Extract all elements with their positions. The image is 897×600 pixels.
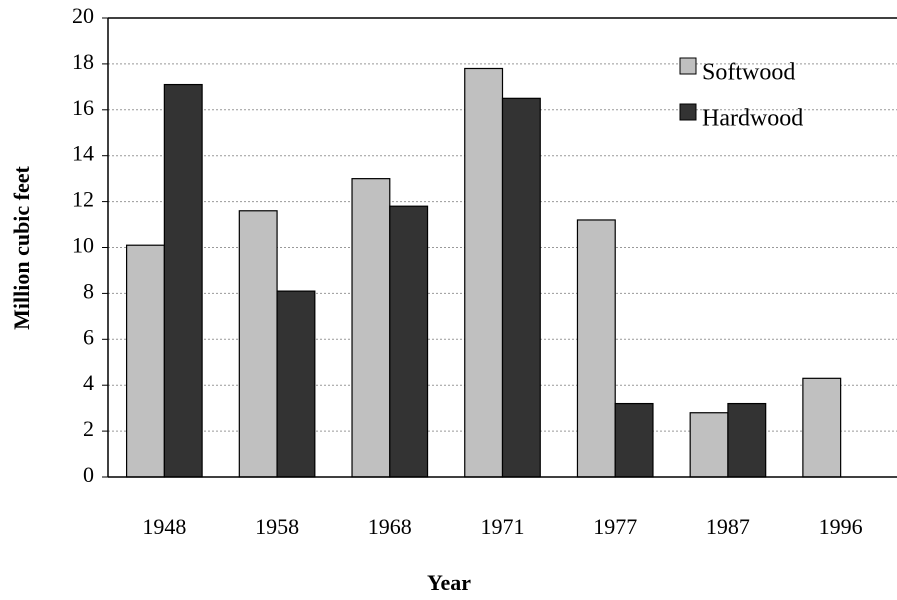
y-tick-label: 12 xyxy=(72,187,94,212)
y-tick-label: 0 xyxy=(83,462,94,487)
x-tick-label: 1996 xyxy=(819,514,863,539)
x-tick-label: 1958 xyxy=(255,514,299,539)
x-tick-label: 1948 xyxy=(142,514,186,539)
legend-swatch xyxy=(679,57,697,75)
x-tick-label: 1987 xyxy=(706,514,750,539)
bar xyxy=(614,402,654,478)
y-tick-label: 10 xyxy=(72,233,94,258)
bar xyxy=(389,205,429,478)
y-tick-label: 20 xyxy=(72,3,94,28)
bar xyxy=(351,178,391,478)
legend-swatch xyxy=(679,103,697,121)
x-tick-label: 1977 xyxy=(593,514,637,539)
bar xyxy=(163,83,203,478)
bar xyxy=(238,210,278,478)
y-tick-label: 2 xyxy=(83,416,94,441)
bar xyxy=(727,402,767,478)
x-tick-label: 1971 xyxy=(481,514,525,539)
y-tick-label: 16 xyxy=(72,95,94,120)
bar xyxy=(501,97,541,478)
bar xyxy=(125,244,165,478)
y-axis-label: Million cubic feet xyxy=(9,165,34,329)
bar xyxy=(276,290,316,478)
legend-label: Hardwood xyxy=(702,106,803,132)
bar xyxy=(802,377,842,478)
legend-label: Softwood xyxy=(702,60,795,86)
bar xyxy=(464,67,504,478)
y-tick-label: 18 xyxy=(72,49,94,74)
x-axis-label: Year xyxy=(427,570,471,595)
x-tick-label: 1968 xyxy=(368,514,412,539)
y-tick-label: 8 xyxy=(83,278,94,303)
y-tick-label: 14 xyxy=(72,141,94,166)
y-tick-label: 6 xyxy=(83,324,94,349)
bar xyxy=(689,412,729,478)
bar xyxy=(576,219,616,478)
y-tick-label: 4 xyxy=(83,370,94,395)
